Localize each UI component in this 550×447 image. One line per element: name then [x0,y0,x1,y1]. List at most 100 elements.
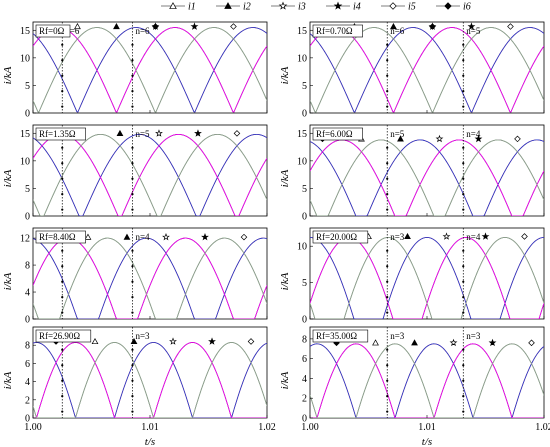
commutation-annotation: n=5 [466,26,481,36]
intersection-point [131,379,134,382]
peak-marker-i4 [190,22,199,30]
intersection-point [386,208,389,211]
y-tick-label: 6 [302,354,307,365]
y-tick-label: 5 [302,278,307,289]
y-tick-label: 15 [20,26,30,37]
intersection-point [386,364,389,367]
intersection-point [131,280,134,283]
y-tick-label: 10 [297,156,307,167]
y-tick-label: 5 [25,81,30,92]
intersection-point [61,296,64,299]
y-tick-label: 0 [302,109,307,120]
intersection-point [462,311,465,314]
rf-label: Rf=6.00Ω [316,129,353,139]
intersection-point [386,379,389,382]
commutation-annotation: n=4 [466,129,481,139]
rf-label: Rf=0.70Ω [316,26,353,36]
intersection-point [131,74,134,77]
y-axis-label: i/kA [279,371,291,389]
intersection-point [131,395,134,398]
intersection-point [462,177,465,180]
series-line-i5 [33,27,267,113]
intersection-point [131,249,134,252]
y-tick-label: 0 [302,414,307,425]
intersection-point [131,162,134,165]
x-tick-label: 1.02 [258,422,276,433]
intersection-point [386,265,389,268]
panel-4: n=5 n=4 Rf=6.00Ω 0 5 10 15 i/kA [279,124,545,223]
intersection-point [462,59,465,62]
y-tick-label: 10 [297,53,307,64]
intersection-point [462,162,465,165]
legend-marker-i5 [389,2,397,10]
legend-label: i3 [298,2,306,13]
intersection-point [386,193,389,196]
peak-marker-i5 [514,135,521,143]
y-tick-label: 15 [297,129,307,140]
rf-label-box [35,127,86,141]
peak-marker-i2 [123,233,131,240]
y-tick-label: 0 [25,414,30,425]
intersection-point [462,364,465,367]
peak-marker-i5 [230,23,237,30]
curves [33,237,267,319]
peak-marker-i2 [390,22,397,30]
series-line-i2 [33,133,267,216]
intersection-point [386,146,389,149]
intersection-point [131,265,134,268]
intersection-point [462,379,465,382]
intersection-point [462,146,465,149]
x-axis-label: t/s [422,436,432,447]
series-line-i1 [310,237,544,319]
commutation-annotation: n=6 [135,26,150,36]
peak-marker-i2 [113,22,120,30]
peak-marker-i5 [521,233,528,240]
series-line-i5 [33,133,267,216]
peak-marker-i1 [372,339,379,346]
intersection-point [131,348,134,351]
legend-marker-i1 [169,2,177,9]
intersection-point [386,280,389,283]
commutation-annotation: n=3 [390,331,405,341]
rf-label-box [312,127,363,141]
intersection-point [61,395,64,398]
y-tick-label: 8 [25,341,30,352]
commutation-annotation: n=6 [390,26,405,36]
series-line-i6 [310,27,544,113]
y-tick-label: 0 [25,212,30,223]
y-tick-label: 5 [302,81,307,92]
y-tick-label: 5 [302,184,307,195]
intersection-point [131,364,134,367]
peak-marker-i3 [155,129,163,137]
y-tick-label: 2 [302,394,307,405]
intersection-point [61,311,64,314]
series-line-i5 [310,343,544,418]
rf-label: Rf=0Ω [39,26,65,36]
intersection-point [462,395,465,398]
intersection-point [61,379,64,382]
rf-label-box [35,230,86,244]
intersection-point [462,348,465,351]
y-tick-label: 4 [25,377,30,388]
y-tick-label: 0 [302,315,307,326]
series-line-i2 [310,237,544,319]
legend-label: i6 [463,2,471,13]
intersection-point [61,105,64,108]
panel-8: n=3 n=3 Rf=35.00Ω 0 2 4 6 8 i/kA [279,326,545,425]
intersection-point [61,162,64,165]
y-tick-label: 0 [302,212,307,223]
intersection-point [386,59,389,62]
series-line-i4 [310,139,544,216]
intersection-point [462,410,465,413]
commutation-annotation: n=4 [135,232,150,242]
intersection-point [131,410,134,413]
series-line-i4 [33,133,267,216]
y-tick-label: 8 [302,334,307,345]
y-axis-label: i/kA [279,272,291,290]
commutation-annotation: n=5 [135,129,150,139]
x-tick-label: 1.01 [418,422,436,433]
intersection-point [131,90,134,93]
intersection-point [131,177,134,180]
